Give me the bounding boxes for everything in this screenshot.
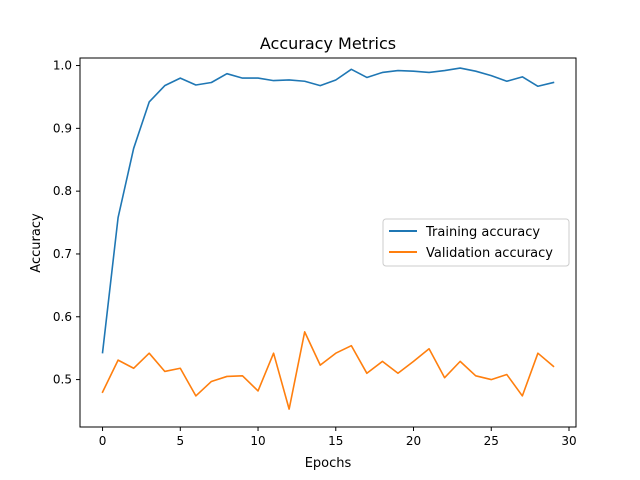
x-axis-ticks: 0 5 10 15 20 25 30 [99, 427, 577, 448]
y-axis-ticks: 0.5 0.6 0.7 0.8 0.9 1.0 [53, 59, 80, 387]
axes-frame [79, 57, 577, 428]
legend-label-validation: Validation accuracy [426, 246, 553, 261]
x-tick-label: 10 [250, 434, 265, 448]
series-group [101, 67, 555, 410]
y-axis-label: Accuracy [29, 213, 44, 273]
x-tick-label: 30 [561, 434, 576, 448]
series-line-validation-accuracy [101, 331, 555, 410]
chart-title: Accuracy Metrics [260, 34, 396, 53]
legend-label-training: Training accuracy [425, 225, 540, 240]
x-axis-label: Epochs [305, 456, 352, 471]
x-tick-label: 0 [99, 434, 107, 448]
y-tick-label: 0.8 [53, 184, 72, 198]
y-tick-label: 0.5 [53, 373, 72, 387]
y-tick-label: 1.0 [53, 59, 72, 73]
series-line-training-accuracy [101, 67, 555, 354]
x-tick-label: 15 [328, 434, 343, 448]
x-tick-label: 25 [484, 434, 499, 448]
y-tick-label: 0.9 [53, 121, 72, 135]
legend-frame [382, 218, 570, 267]
axes-spines [79, 57, 577, 428]
legend: Training accuracy Validation accuracy [382, 218, 570, 267]
y-tick-label: 0.6 [53, 310, 72, 324]
x-tick-label: 5 [176, 434, 184, 448]
y-tick-label: 0.7 [53, 247, 72, 261]
x-tick-label: 20 [406, 434, 421, 448]
